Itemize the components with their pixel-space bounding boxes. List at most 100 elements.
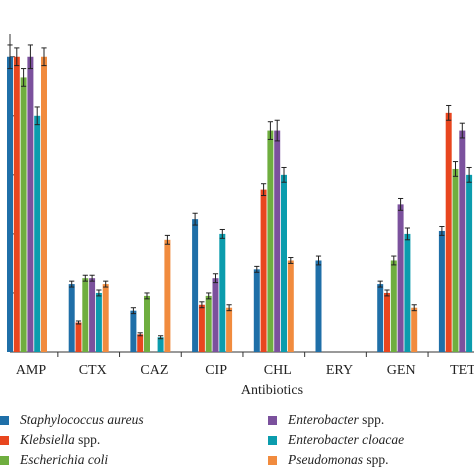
bar-gen-3 xyxy=(397,204,404,352)
error-bar xyxy=(164,234,170,245)
bar-caz-2 xyxy=(144,295,150,352)
bar-gen-5 xyxy=(411,307,418,352)
error-bar xyxy=(103,280,109,288)
error-bar xyxy=(452,161,459,177)
bar-chl-5 xyxy=(287,260,294,352)
error-bar xyxy=(288,257,294,264)
bar-chl-4 xyxy=(281,174,287,352)
bar-ctx-5 xyxy=(102,284,109,352)
error-bar xyxy=(69,280,75,288)
error-bar xyxy=(130,307,136,315)
error-bar xyxy=(226,304,232,312)
bar-caz-5 xyxy=(164,239,171,352)
bar-chl-0 xyxy=(253,269,260,352)
bar-cip-0 xyxy=(192,219,199,352)
x-tick-label: TET xyxy=(450,363,474,378)
error-bar xyxy=(439,226,445,236)
bar-gen-0 xyxy=(377,284,384,352)
bar-chl-1 xyxy=(260,189,267,352)
error-bar xyxy=(404,227,410,241)
bar-chl-2 xyxy=(267,130,274,352)
bar-caz-1 xyxy=(137,334,144,352)
bar-ctx-2 xyxy=(82,278,89,352)
legend-label: Pseudomonas spp. xyxy=(287,452,389,467)
bar-ctx-0 xyxy=(68,284,75,352)
error-bar xyxy=(377,280,383,288)
legend-label: Enterobacter spp. xyxy=(287,412,384,427)
bar-gen-4 xyxy=(404,233,411,352)
x-tick-label: AMP xyxy=(16,363,47,378)
bar-gen-2 xyxy=(390,260,397,352)
x-tick-label: CTX xyxy=(79,363,107,378)
error-bar xyxy=(21,68,27,87)
error-bar xyxy=(281,166,287,183)
error-bar xyxy=(14,47,20,67)
legend-swatch xyxy=(268,456,277,465)
legend-label: Enterobacter cloacae xyxy=(287,432,404,447)
bar-amp-4 xyxy=(34,115,41,352)
x-axis-title: Antibiotics xyxy=(241,383,303,398)
bar-ctx-4 xyxy=(95,292,102,352)
legend-swatch xyxy=(0,416,9,425)
error-bar xyxy=(137,332,143,337)
error-bar xyxy=(267,121,273,140)
bar-tet-3 xyxy=(459,130,466,352)
error-bar xyxy=(446,104,452,121)
error-bar xyxy=(261,183,267,197)
bar-tet-0 xyxy=(438,230,445,352)
bar-tet-1 xyxy=(445,112,452,352)
error-bar xyxy=(219,228,225,239)
error-bar xyxy=(212,273,219,284)
error-bar xyxy=(7,44,13,70)
bar-tet-4 xyxy=(466,174,473,352)
x-tick-label: CHL xyxy=(264,363,292,378)
error-bar xyxy=(254,265,260,273)
bar-cip-4 xyxy=(219,233,226,352)
x-tick-label: CAZ xyxy=(140,363,168,378)
error-bar xyxy=(75,320,82,325)
legend-label: Escherichia coli xyxy=(19,452,108,467)
bar-ctx-1 xyxy=(75,322,82,352)
bars xyxy=(7,44,473,353)
legend-label: Staphylococcus aureus xyxy=(20,412,144,427)
error-bar xyxy=(82,274,88,282)
error-bar xyxy=(144,292,150,300)
error-bar xyxy=(466,166,472,183)
bar-amp-5 xyxy=(41,56,47,353)
error-bar xyxy=(459,122,465,139)
legend-swatch xyxy=(268,416,277,425)
error-bar xyxy=(398,197,404,211)
legend-swatch xyxy=(268,436,277,445)
bar-amp-3 xyxy=(27,56,34,353)
bar-caz-4 xyxy=(157,337,164,352)
legend: Staphylococcus aureus Klebsiella spp. Esch… xyxy=(0,412,404,467)
x-tick-labels: AMP CTX CAZ CIP CHL ERY GEN TET xyxy=(16,363,474,378)
bar-cip-5 xyxy=(226,307,233,352)
legend-swatch xyxy=(0,436,9,445)
error-bar xyxy=(34,106,40,126)
x-tick-label: GEN xyxy=(387,363,416,378)
bar-cip-3 xyxy=(212,278,219,352)
error-bar xyxy=(411,304,417,312)
bar-cip-2 xyxy=(205,295,212,352)
error-bar xyxy=(27,44,33,70)
bar-ery-0 xyxy=(315,260,322,352)
error-bar xyxy=(192,212,198,226)
error-bar xyxy=(96,289,102,297)
bar-chl-3 xyxy=(274,130,281,352)
bar-cip-1 xyxy=(198,304,205,352)
bar-caz-0 xyxy=(130,310,137,352)
error-bar xyxy=(315,255,322,266)
bar-amp-1 xyxy=(13,56,20,353)
error-bar xyxy=(206,292,212,300)
error-bar xyxy=(199,301,205,309)
error-bar xyxy=(274,119,280,142)
legend-swatch xyxy=(0,456,9,465)
error-bar xyxy=(391,255,397,266)
bar-amp-0 xyxy=(7,56,13,353)
error-bar xyxy=(158,335,164,340)
x-tick-label: ERY xyxy=(326,363,353,378)
bar-tet-2 xyxy=(452,168,459,352)
x-tick-label: CIP xyxy=(205,363,227,378)
